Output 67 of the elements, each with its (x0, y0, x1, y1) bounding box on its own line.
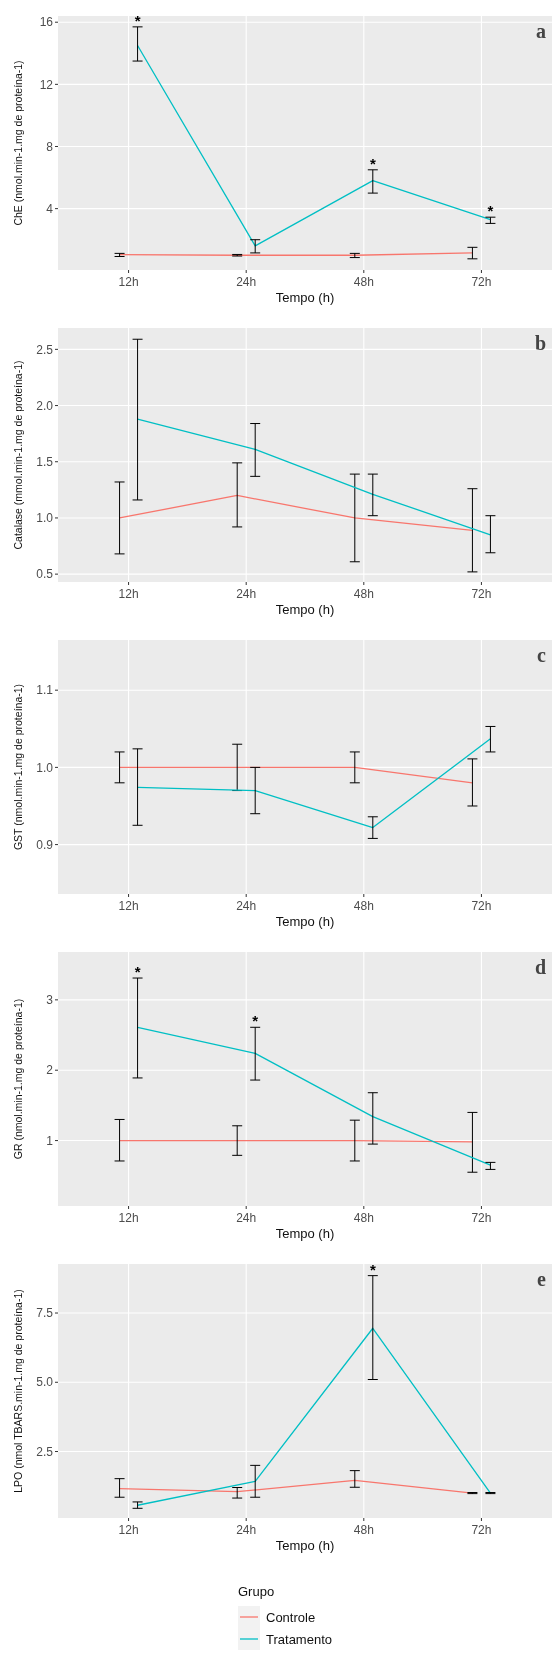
y-tick-label: 1 (46, 1133, 54, 1148)
line-series (136, 1327, 492, 1506)
annotation: * (369, 154, 376, 172)
y-tick-label: 5.0 (36, 1375, 54, 1390)
annotation: d (534, 956, 546, 978)
line-series (136, 738, 492, 829)
annotation: * (369, 1260, 376, 1278)
legend-title: Grupo (238, 1584, 275, 1599)
x-tick-label: 12h (118, 1523, 139, 1537)
x-tick-label: 24h (236, 1523, 257, 1537)
y-tick-label: 1.1 (36, 683, 54, 698)
x-axis-title: Tempo (h) (275, 1226, 335, 1241)
y-axis-title: Catalase (mmol.min-1.mg de proteína-1) (12, 360, 24, 550)
y-tick-label: 2.5 (36, 1444, 54, 1459)
y-tick-label: 16 (39, 15, 54, 30)
x-axis-title: Tempo (h) (275, 602, 335, 617)
line-series (136, 418, 492, 536)
x-tick-label: 48h (353, 1523, 374, 1537)
x-axis-title: Tempo (h) (275, 1538, 335, 1553)
annotation: * (252, 1012, 259, 1030)
annotation: a (536, 20, 546, 42)
y-tick-label: 3 (46, 993, 54, 1008)
x-tick-label: 12h (118, 899, 139, 913)
y-tick-label: 4 (46, 201, 54, 216)
legend-label: Controle (266, 1609, 316, 1625)
y-axis-title: ChE (nmol.min-1.mg de proteína-1) (12, 60, 24, 226)
annotation: e (537, 1268, 547, 1290)
x-tick-label: 24h (236, 587, 257, 601)
x-tick-label: 48h (353, 899, 374, 913)
x-tick-label: 24h (236, 275, 257, 289)
annotation: * (134, 11, 141, 29)
y-tick-label: 7.5 (36, 1306, 54, 1321)
line-series (136, 1026, 492, 1166)
y-tick-label: 2 (46, 1063, 54, 1078)
y-tick-label: 1.5 (36, 454, 54, 469)
y-tick-label: 8 (46, 139, 54, 154)
x-tick-label: 12h (118, 275, 139, 289)
x-tick-label: 48h (353, 275, 374, 289)
line-series (136, 44, 492, 247)
x-tick-label: 72h (471, 1211, 492, 1225)
x-axis-title: Tempo (h) (275, 290, 335, 305)
x-tick-label: 72h (471, 275, 492, 289)
annotation: * (487, 202, 494, 220)
y-tick-label: 2.5 (36, 342, 54, 357)
legend-label: Tratamento (266, 1631, 332, 1647)
y-tick-label: 2.0 (36, 398, 54, 413)
annotation: c (537, 644, 547, 666)
x-tick-label: 48h (353, 1211, 374, 1225)
x-axis-title: Tempo (h) (275, 914, 335, 929)
annotation: * (134, 963, 141, 981)
x-tick-label: 12h (118, 1211, 139, 1225)
y-tick-label: 1.0 (36, 760, 54, 775)
y-tick-label: 12 (39, 77, 54, 92)
x-tick-label: 12h (118, 587, 139, 601)
x-tick-label: 24h (236, 1211, 257, 1225)
x-tick-label: 72h (471, 587, 492, 601)
y-axis-title: LPO (nmol TBARS.min-1.mg de proteína-1) (12, 1289, 24, 1493)
x-tick-label: 48h (353, 587, 374, 601)
y-tick-label: 0.5 (36, 567, 54, 582)
x-tick-label: 72h (471, 1523, 492, 1537)
y-tick-label: 0.9 (36, 837, 54, 852)
x-tick-label: 72h (471, 899, 492, 913)
y-axis-title: GR (nmol.min-1.mg de proteína-1) (12, 998, 24, 1160)
y-tick-label: 1.0 (36, 511, 54, 526)
annotation: b (534, 332, 546, 354)
x-tick-label: 24h (236, 899, 257, 913)
y-axis-title: GST (nmol.min-1.mg de proteína-1) (12, 683, 24, 851)
